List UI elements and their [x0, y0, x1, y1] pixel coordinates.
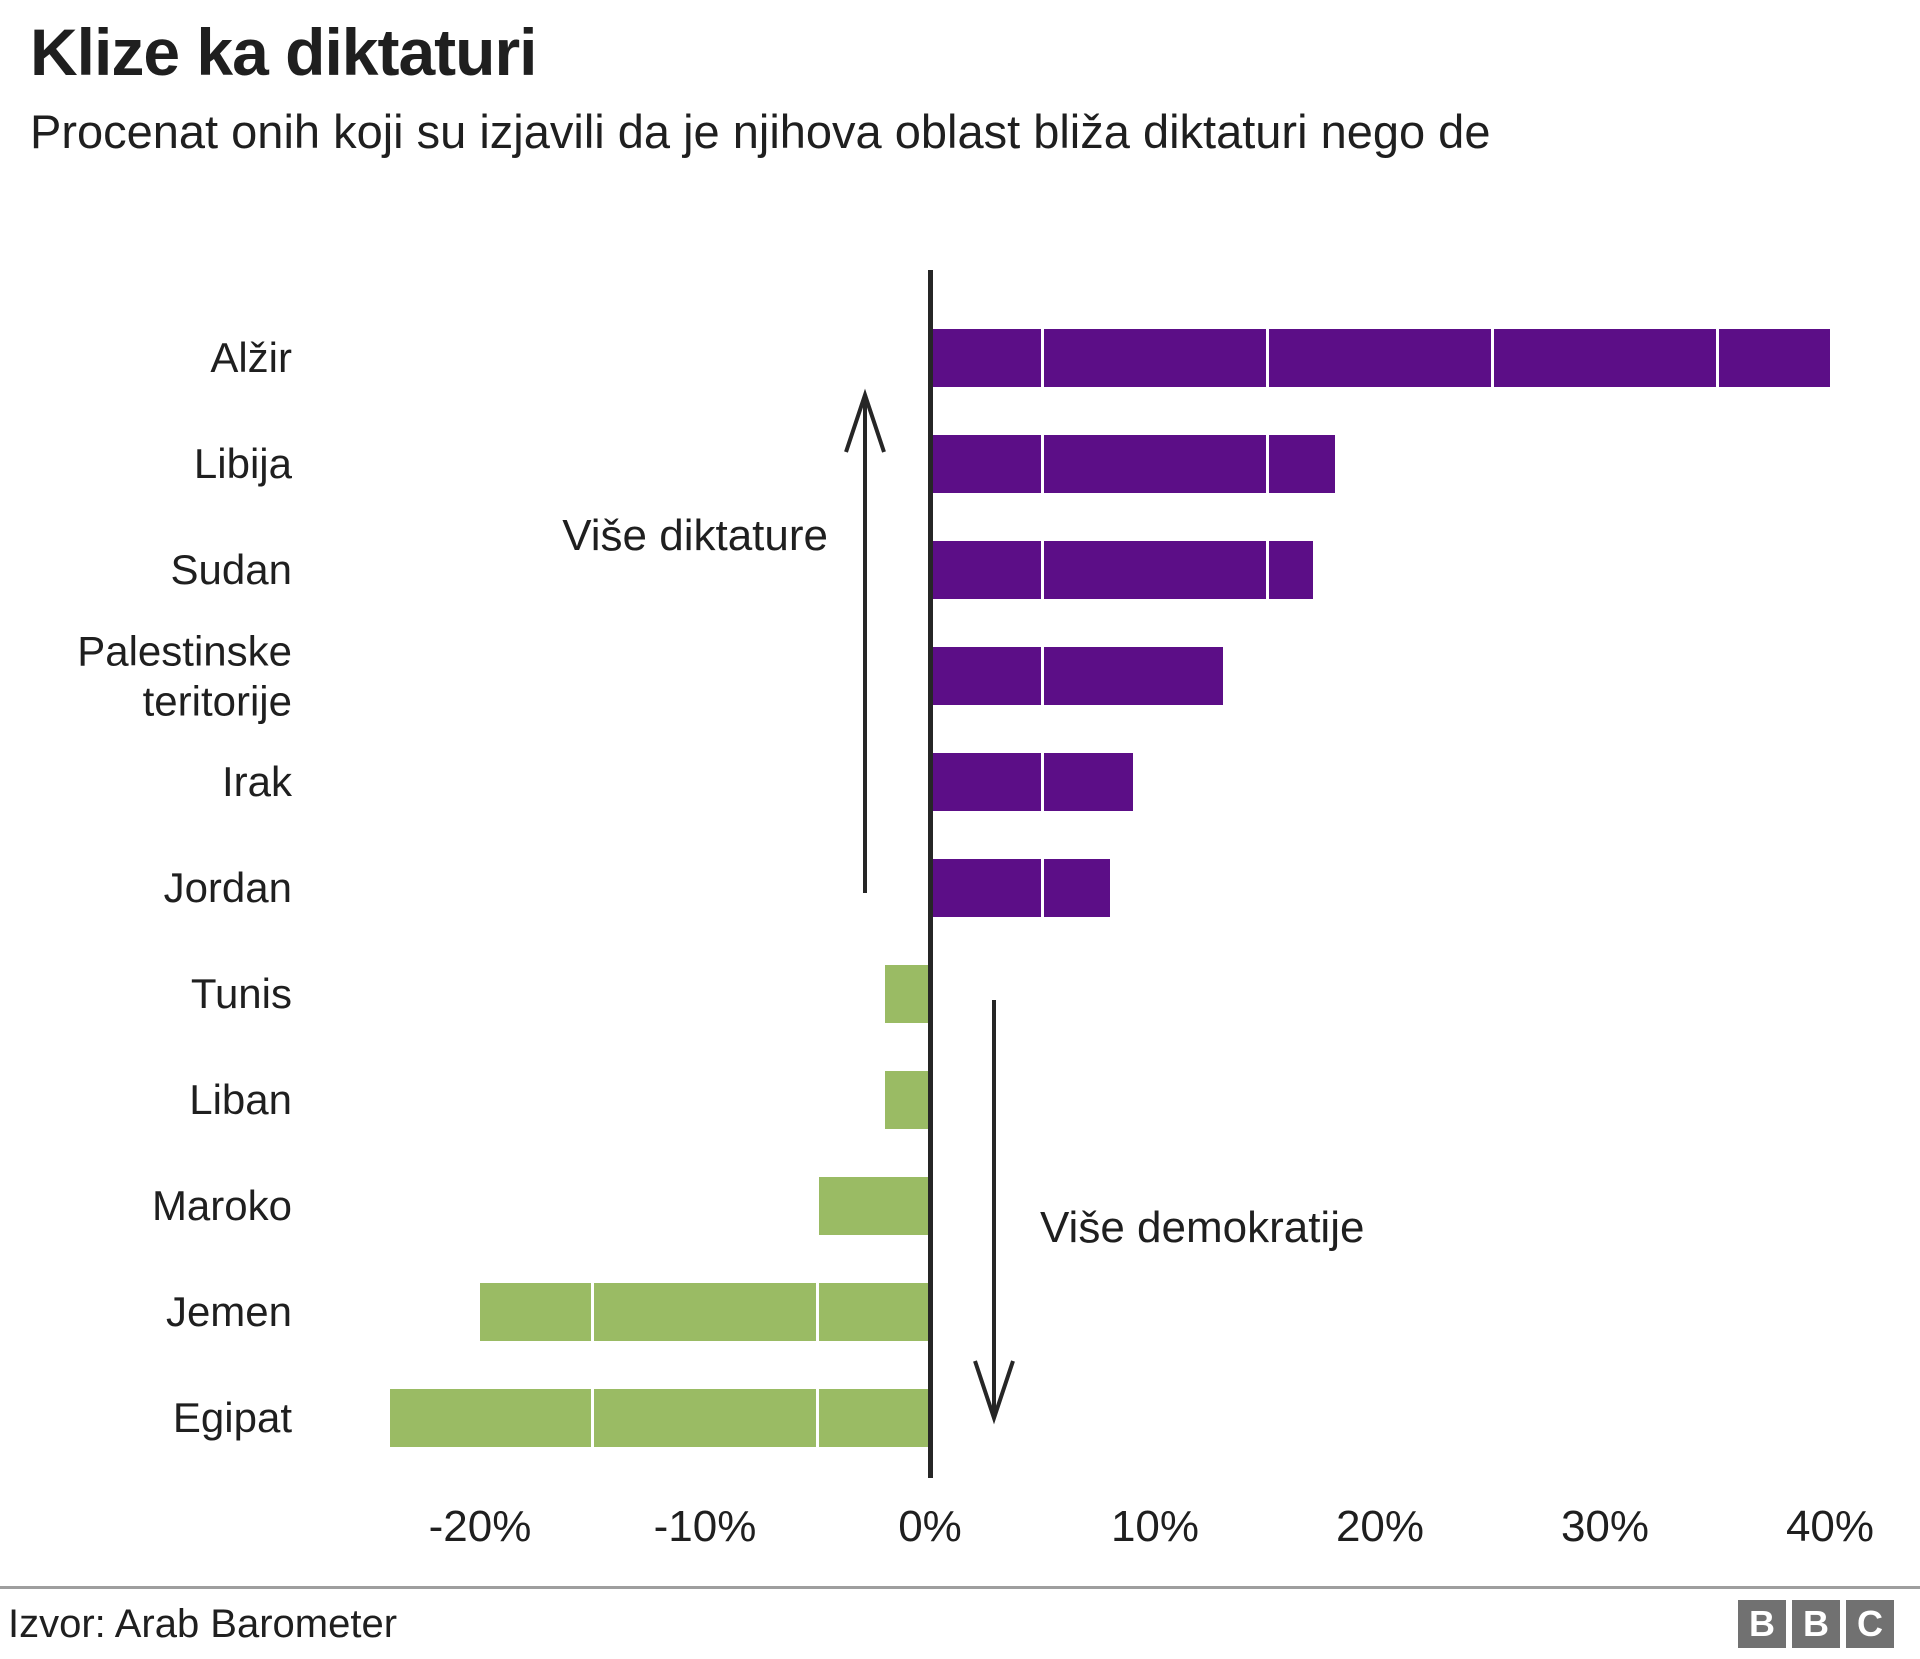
bar-positive: [930, 753, 1133, 811]
category-label: Libija: [193, 440, 292, 488]
bar-negative: [390, 1389, 930, 1447]
bar-negative: [817, 1177, 930, 1235]
source-attribution: Izvor: Arab Barometer: [8, 1602, 398, 1646]
gridline: [1041, 270, 1044, 1478]
x-axis-tick-label: 10%: [1110, 1502, 1200, 1551]
x-axis-tick-label: 0%: [898, 1502, 962, 1551]
category-label: Egipat: [172, 1394, 292, 1442]
gridline: [1266, 270, 1269, 1478]
category-label: Tunis: [190, 970, 292, 1018]
chart-subtitle: Procenat onih koji su izjavili da je nji…: [30, 105, 1491, 158]
category-label: Jordan: [163, 864, 292, 912]
bbc-logo-block: B: [1792, 1600, 1840, 1648]
bbc-logo: B B C: [1738, 1600, 1894, 1648]
category-label: Jemen: [165, 1288, 292, 1336]
annotation-more-dictatorship: Više diktature: [562, 511, 828, 560]
x-axis-tick-label: 20%: [1335, 1502, 1425, 1551]
category-label: Liban: [189, 1076, 292, 1124]
category-label: Maroko: [151, 1182, 292, 1230]
gridline: [1716, 270, 1719, 1478]
bbc-logo-block: B: [1738, 1600, 1786, 1648]
x-axis-tick-label: -10%: [653, 1502, 757, 1551]
gridline: [1491, 270, 1494, 1478]
bar-positive: [930, 859, 1110, 917]
bar-negative: [480, 1283, 930, 1341]
category-label: Sudan: [170, 546, 292, 594]
category-label: Palestinske teritorije: [77, 627, 292, 724]
bbc-logo-block: C: [1846, 1600, 1894, 1648]
bar-positive: [930, 329, 1830, 387]
category-label: Alžir: [210, 334, 292, 382]
bar-positive: [930, 647, 1223, 705]
gridline: [591, 270, 594, 1478]
x-axis-tick-label: 40%: [1785, 1502, 1875, 1551]
zero-axis-line: [927, 270, 933, 1478]
chart-title: Klize ka diktaturi: [30, 15, 537, 89]
gridline: [816, 270, 819, 1478]
category-label: Irak: [221, 758, 292, 806]
bar-negative: [885, 1071, 930, 1129]
footer-divider: [0, 1586, 1920, 1589]
x-axis-tick-label: 30%: [1560, 1502, 1650, 1551]
bar-positive: [930, 541, 1313, 599]
x-axis-tick-label: -20%: [428, 1502, 532, 1551]
bar-negative: [885, 965, 930, 1023]
annotation-more-democracy: Više demokratije: [1040, 1203, 1365, 1252]
bar-positive: [930, 435, 1335, 493]
plot-area: Alžir Libija Sudan Palestinske teritorije Ir…: [0, 250, 1920, 1590]
